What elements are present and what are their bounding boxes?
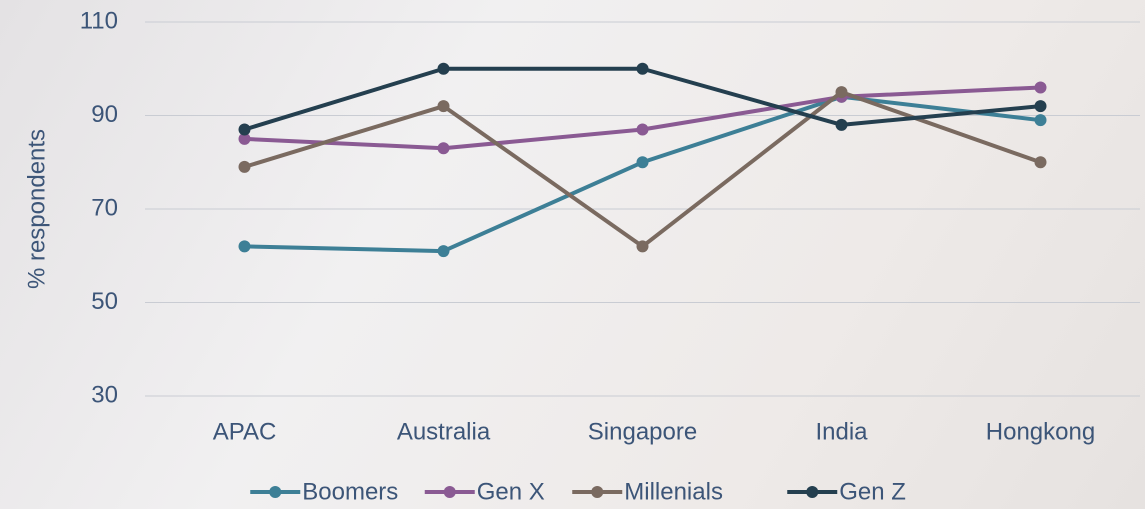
legend-marker [806, 486, 819, 498]
data-point [437, 142, 450, 155]
data-point [835, 86, 848, 99]
y-tick-label: 70 [91, 194, 118, 221]
legend-label: Boomers [302, 478, 398, 505]
data-point [1034, 81, 1047, 94]
legend-label: Gen Z [839, 478, 906, 505]
x-tick-label: Singapore [588, 418, 697, 445]
y-tick-label: 50 [91, 288, 118, 315]
data-point [238, 132, 251, 145]
y-tick-label: 90 [91, 101, 118, 128]
data-point [636, 156, 649, 169]
data-point [437, 245, 450, 258]
x-tick-label: APAC [213, 418, 277, 445]
y-tick-label: 30 [91, 381, 118, 408]
data-point [437, 100, 450, 113]
data-point [238, 160, 251, 173]
data-point [636, 62, 649, 75]
data-point [835, 118, 848, 131]
data-point [1034, 114, 1047, 127]
y-tick-label: 110 [80, 7, 118, 34]
data-point [1034, 100, 1047, 113]
x-tick-label: India [815, 418, 868, 445]
data-point [238, 123, 251, 136]
data-point [636, 240, 649, 253]
legend-marker [269, 486, 282, 498]
x-tick-label: Australia [397, 418, 491, 445]
data-point [437, 62, 450, 75]
legend-label: Millenials [624, 478, 723, 505]
data-point [1034, 156, 1047, 169]
data-point [636, 123, 649, 136]
legend-marker [591, 486, 604, 498]
data-point [238, 240, 251, 253]
legend-marker [443, 486, 456, 498]
legend-label: Gen X [477, 478, 545, 505]
x-tick-label: Hongkong [986, 418, 1095, 445]
y-axis-label: % respondents [23, 129, 50, 289]
